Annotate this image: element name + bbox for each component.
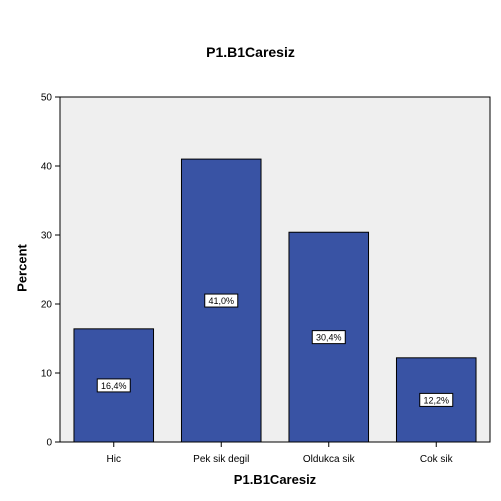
y-tick-label: 10 bbox=[41, 369, 53, 380]
y-tick-label: 40 bbox=[41, 162, 53, 173]
data-label-box bbox=[204, 293, 239, 308]
x-tick-label: Hic bbox=[107, 454, 121, 465]
y-tick-label: 0 bbox=[46, 438, 52, 449]
data-label-box bbox=[96, 378, 131, 393]
x-tick-label: Pek sik degil bbox=[193, 454, 249, 465]
data-label: 30,4% bbox=[316, 333, 342, 343]
data-label-box bbox=[419, 392, 454, 407]
data-label-box bbox=[311, 330, 346, 345]
x-axis-title: P1.B1Caresiz bbox=[233, 472, 317, 487]
x-tick-label: Oldukca sik bbox=[303, 454, 356, 465]
data-label: 41,0% bbox=[208, 296, 234, 306]
data-label: 16,4% bbox=[101, 381, 127, 391]
y-tick-label: 20 bbox=[41, 300, 53, 311]
y-tick-label: 50 bbox=[41, 93, 53, 104]
x-tick-label: Cok sik bbox=[420, 454, 454, 465]
chart-title: P1.B1Caresiz bbox=[206, 44, 295, 60]
data-label: 12,2% bbox=[423, 395, 449, 405]
y-tick-label: 30 bbox=[41, 231, 53, 242]
